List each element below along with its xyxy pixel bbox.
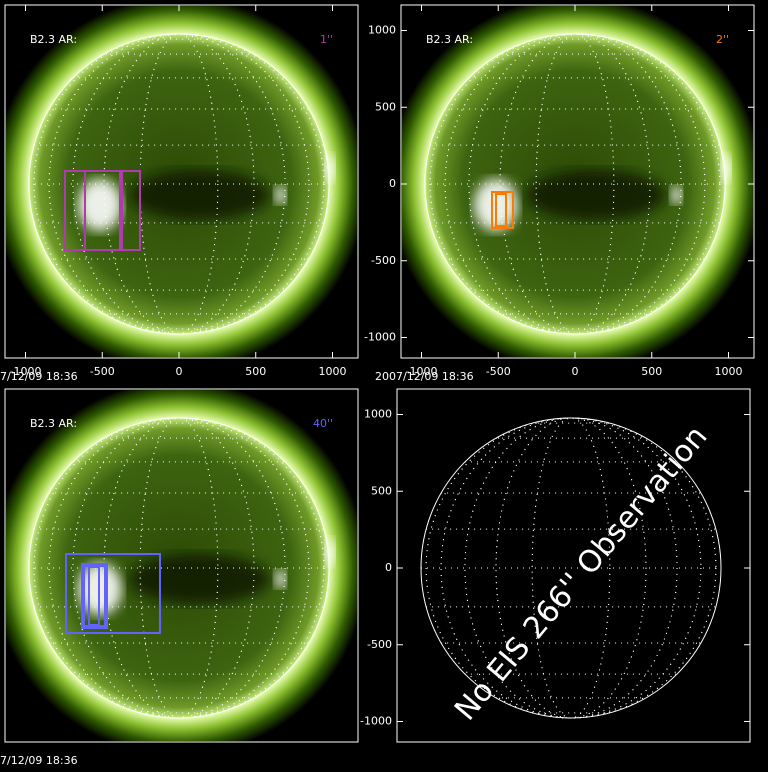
longitude-line	[425, 417, 717, 719]
y-tick-label: -500	[367, 638, 392, 651]
annotation: No EIS 266'' Observation	[448, 419, 714, 727]
x-tick-label: 1000	[715, 365, 743, 378]
panel: B2.3 AR: 2'' -1000 -500 0 500 1000 1000 500 0 -500…	[364, 4, 755, 383]
longitude-line	[48, 33, 310, 335]
x-tick-label: 0	[176, 365, 183, 378]
x-tick-label: 0	[572, 365, 579, 378]
dark-region	[130, 170, 270, 220]
x-tick-label: 500	[641, 365, 662, 378]
longitude-line	[429, 33, 721, 335]
panel: B2.3 AR: 1'' -1000 -500 0 500 1000 7/12/09 18:3…	[0, 4, 359, 383]
y-tick-label: -1000	[360, 715, 392, 728]
slit-box	[88, 566, 100, 626]
panel: 1000 500 0 -500 -1000 No EIS 266'' Observatio…	[360, 388, 751, 743]
y-tick-label: -1000	[364, 331, 396, 344]
longitude-line	[139, 33, 219, 335]
y-tick-label: 500	[375, 100, 396, 113]
slit-box	[119, 170, 141, 251]
y-tick-label: 500	[371, 484, 392, 497]
longitude-line	[495, 417, 647, 719]
frame	[396, 388, 751, 743]
panel-label: B2.3 AR:	[426, 33, 473, 46]
longitude-line	[440, 417, 702, 719]
y-tick-label: -500	[371, 254, 396, 267]
slit-box	[491, 191, 514, 229]
date: 7/12/09 18:36	[0, 754, 78, 767]
panel-label: B2.3 AR:	[30, 417, 77, 430]
x-tick-label: -500	[90, 365, 115, 378]
date: 2007/12/09 18:36	[375, 370, 474, 383]
panel: B2.3 AR: 40'' 7/12/09 18:36	[0, 388, 359, 767]
longitude-line	[48, 417, 310, 719]
panel-label: B2.3 AR:	[30, 33, 77, 46]
bright-point	[670, 186, 682, 204]
longitude-line	[72, 417, 286, 719]
bright-point	[274, 570, 286, 588]
longitude-line	[444, 33, 706, 335]
longitude-line	[103, 33, 255, 335]
x-tick-label: 500	[245, 365, 266, 378]
slit-label: 2''	[716, 33, 729, 46]
active-region	[78, 179, 122, 231]
y-tick-label: 0	[385, 561, 392, 574]
slit-box	[495, 193, 507, 227]
longitude-line	[33, 417, 325, 719]
slit-box	[65, 553, 161, 634]
longitude-line	[499, 33, 651, 335]
longitude-line	[139, 417, 219, 719]
frame	[400, 4, 755, 359]
frame	[4, 4, 359, 359]
longitude-line	[103, 417, 255, 719]
x-tick-label: 1000	[319, 365, 347, 378]
bright-point	[274, 186, 286, 204]
slit-box	[81, 563, 108, 629]
longitude-line	[72, 33, 286, 335]
x-tick-label: -1000	[406, 365, 438, 378]
x-tick-label: -1000	[10, 365, 42, 378]
y-tick-label: 1000	[368, 24, 396, 37]
y-tick-label: 0	[389, 177, 396, 190]
slit-label: 1''	[320, 33, 333, 46]
dark-region	[130, 554, 270, 604]
date: 7/12/09 18:36	[0, 370, 78, 383]
slit-label: 40''	[313, 417, 333, 430]
plot-area	[6, 6, 357, 357]
y-tick-label: 1000	[364, 408, 392, 421]
plot-area	[6, 390, 357, 741]
plot-area	[402, 6, 753, 357]
longitude-line	[33, 33, 325, 335]
x-tick-label: -500	[486, 365, 511, 378]
dark-region	[526, 170, 666, 220]
frame	[4, 388, 359, 743]
